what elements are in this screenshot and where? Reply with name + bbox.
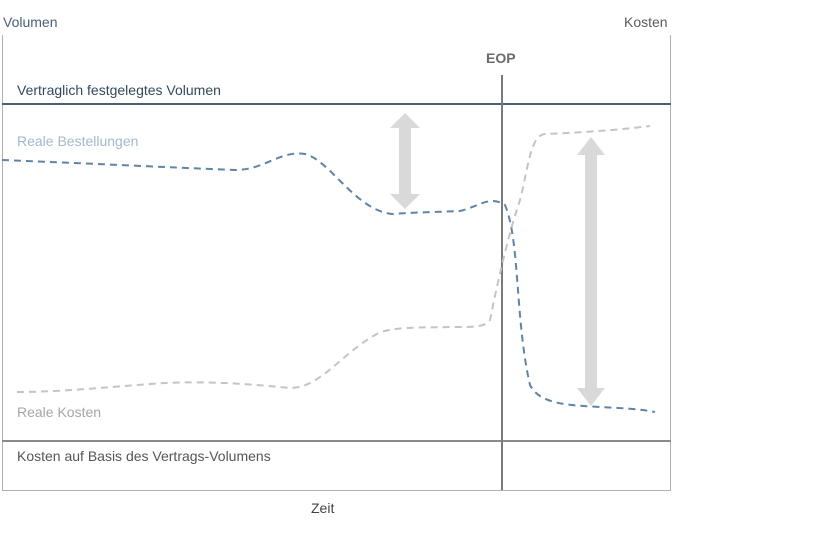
real-costs-curve — [16, 125, 651, 393]
cost-gap-arrow — [577, 137, 605, 406]
contract-costs-label: Kosten auf Basis des Vertrags-Volumens — [17, 448, 271, 464]
left-axis-label: Volumen — [3, 14, 58, 30]
real-orders-label: Reale Bestellungen — [17, 133, 139, 149]
right-axis-label: Kosten — [624, 14, 668, 30]
contract-volume-label: Vertraglich festgelegtes Volumen — [17, 82, 221, 98]
real-orders-curve — [1, 152, 656, 413]
real-costs-label: Reale Kosten — [17, 404, 102, 420]
orders-gap-arrow — [390, 113, 420, 209]
x-axis-label: Zeit — [311, 500, 335, 516]
eop-label: EOP — [486, 50, 516, 66]
